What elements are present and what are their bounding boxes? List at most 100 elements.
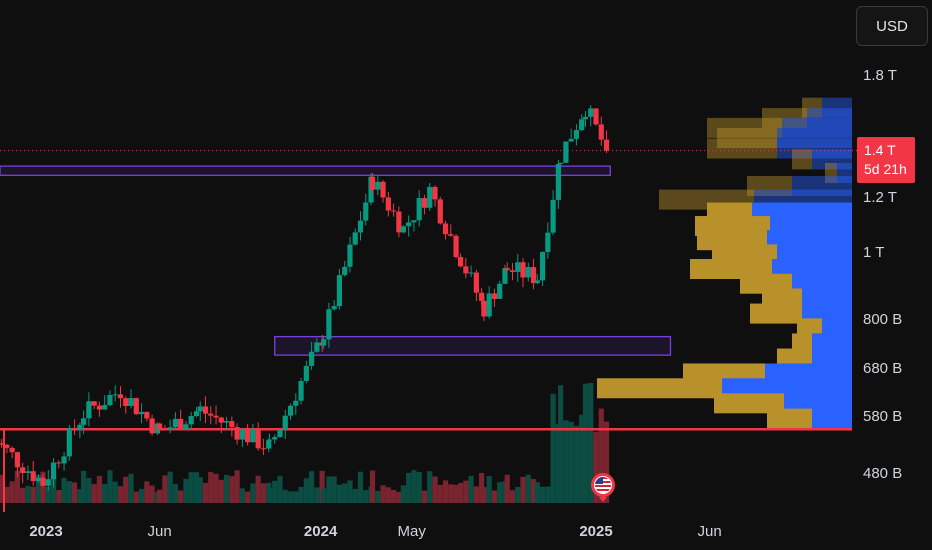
volume-bar — [86, 477, 92, 503]
candle-body — [448, 234, 454, 236]
x-tick-label: Jun — [698, 523, 722, 540]
candle-body — [66, 428, 72, 457]
volume-profile-gold — [792, 333, 812, 354]
candle-body — [144, 411, 150, 419]
volume-bar — [550, 393, 556, 503]
volume-bar — [77, 489, 83, 503]
candle-body — [573, 130, 580, 139]
candle-body — [421, 198, 428, 208]
volume-profile-blue — [777, 128, 852, 149]
volume-bar — [509, 490, 516, 503]
volume-bar — [229, 476, 235, 503]
candle-body — [432, 186, 438, 200]
bar-countdown-label: 5d 21h — [864, 161, 907, 177]
candle-body — [91, 401, 97, 406]
volume-profile-blue — [722, 378, 852, 399]
volume-bar — [0, 474, 5, 503]
volume-bar — [442, 480, 449, 503]
volume-bar — [468, 475, 474, 503]
volume-bar — [239, 488, 245, 503]
candle-body — [442, 223, 449, 235]
candle-body — [406, 222, 412, 227]
candle-body — [491, 293, 498, 299]
candle-body — [497, 283, 503, 299]
candle-body — [515, 262, 521, 272]
candle-body — [172, 418, 179, 428]
volume-bar — [162, 475, 168, 503]
volume-bar — [282, 489, 288, 503]
volume-bar — [213, 473, 219, 503]
candle-body — [112, 394, 118, 396]
volume-bar — [568, 421, 574, 503]
volume-bar — [133, 491, 139, 503]
volume-bar — [342, 483, 348, 503]
volume-profile-gold — [797, 318, 822, 339]
volume-bar — [336, 484, 343, 503]
candle-body — [293, 400, 299, 406]
volume-bar — [197, 477, 203, 503]
candle-body — [20, 467, 26, 474]
volume-bar — [81, 470, 87, 503]
candle-body — [255, 429, 261, 449]
candle-body — [400, 226, 406, 233]
y-tick-label: 1 T — [863, 244, 884, 261]
candle-body — [502, 268, 508, 284]
candle-body — [545, 232, 551, 253]
volume-bar — [96, 475, 103, 503]
candle-body — [250, 429, 256, 443]
candle-body — [260, 448, 267, 450]
x-axis: 2023 Jun 2024 May 2025 Jun — [29, 523, 721, 540]
support-zone — [274, 335, 672, 356]
candle-body — [102, 405, 108, 410]
volume-bar — [30, 486, 36, 503]
volume-bar — [504, 474, 510, 503]
candle-body — [77, 424, 83, 431]
zones — [0, 165, 672, 356]
volume-bar — [303, 478, 309, 503]
y-axis: 1.8 T 1.2 T 1 T 800 B 680 B 580 B 480 B — [863, 67, 902, 482]
volume-bar — [491, 490, 498, 503]
volume-bar — [202, 482, 209, 503]
volume-profile-gold — [714, 393, 784, 414]
volume-profile-blue — [802, 288, 852, 309]
volume-profile-gold — [792, 149, 812, 170]
volume-profile-gold — [762, 108, 807, 129]
candle-body — [463, 266, 469, 274]
volume-profile-blue — [837, 162, 852, 183]
us-flag-icon[interactable] — [590, 471, 616, 503]
candle-body — [50, 462, 57, 480]
candle-body — [133, 398, 139, 415]
price-lines — [0, 150, 857, 512]
volume-profile-blue — [822, 318, 852, 339]
volume-bar — [427, 471, 433, 503]
volume-bar — [357, 471, 364, 503]
currency-button[interactable]: USD — [856, 6, 928, 46]
candle-body — [96, 405, 103, 410]
volume-profile-gold — [707, 138, 777, 159]
volume-bar — [167, 471, 173, 503]
candle-body — [188, 416, 194, 425]
candle-body — [530, 267, 537, 284]
volume-bar — [530, 479, 537, 503]
volume-bar — [178, 490, 184, 503]
volume-bar — [128, 473, 134, 503]
candle-body — [486, 293, 492, 317]
candle-body — [149, 418, 155, 434]
candle-body — [107, 395, 113, 406]
candle-body — [167, 427, 173, 430]
volume-profile-gold — [767, 408, 812, 429]
volume-bar — [255, 475, 261, 503]
candle-body — [123, 398, 129, 406]
y-tick-label: 480 B — [863, 465, 902, 482]
candle-body — [582, 116, 589, 120]
candle-body — [183, 424, 189, 430]
volume-bar — [400, 485, 406, 503]
volume-bar — [525, 474, 531, 503]
volume-bar — [107, 470, 113, 503]
volume-bar — [406, 472, 412, 503]
candle-body — [298, 380, 304, 401]
candle-body — [56, 462, 62, 464]
volume-bar — [539, 486, 546, 503]
candle-body — [314, 342, 320, 352]
